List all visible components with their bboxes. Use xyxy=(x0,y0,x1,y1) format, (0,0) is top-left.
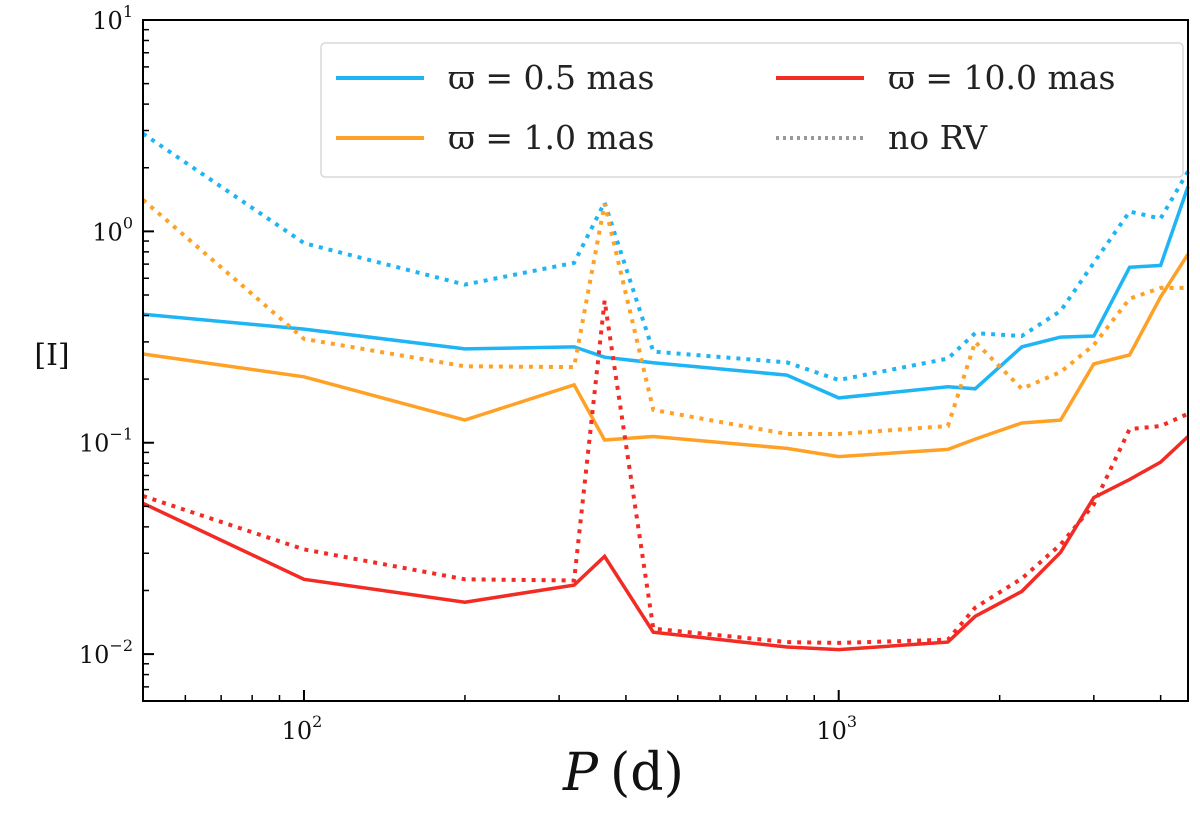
plot-frame xyxy=(142,19,1189,702)
legend-label: no RV xyxy=(888,118,988,157)
legend-item: ϖ = 0.5 mas xyxy=(336,58,654,97)
series-line-5 xyxy=(142,300,1189,645)
y-axis-ticks: 10−2 10−1 100 101 xyxy=(79,2,154,669)
legend-item: ϖ = 10.0 mas xyxy=(776,58,1115,97)
series-line-3 xyxy=(141,198,1188,436)
legend-box xyxy=(320,42,1184,178)
series-line-4 xyxy=(142,435,1190,652)
legend-label: ϖ = 1.0 mas xyxy=(448,118,654,157)
legend-item: no RV xyxy=(776,118,988,157)
series-line-2 xyxy=(142,253,1190,459)
y-tick-label: 10−2 xyxy=(79,636,133,669)
y-tick-label: 101 xyxy=(92,2,133,35)
x-axis-label-unit: (d) xyxy=(610,743,684,803)
legend-item: ϖ = 1.0 mas xyxy=(336,118,654,157)
x-tick-label: 103 xyxy=(816,712,857,745)
y-axis-label: [I] xyxy=(34,338,69,373)
legend-label: ϖ = 10.0 mas xyxy=(888,58,1115,97)
series-line-0 xyxy=(142,185,1190,400)
x-axis-label-var: P xyxy=(562,743,599,803)
x-axis-label: P (d) xyxy=(562,743,684,803)
minor-ticks xyxy=(142,28,1162,702)
legend: ϖ = 0.5 mas ϖ = 10.0 mas ϖ = 1.0 mas no RV xyxy=(320,42,1184,178)
x-axis-ticks: 102 103 xyxy=(282,690,857,745)
y-tick-label: 100 xyxy=(92,213,133,246)
series-line-1 xyxy=(141,131,1190,383)
legend-label: ϖ = 0.5 mas xyxy=(448,58,654,97)
series-layer xyxy=(141,131,1190,652)
y-tick-label: 10−1 xyxy=(79,425,133,458)
x-tick-label: 102 xyxy=(282,712,323,745)
